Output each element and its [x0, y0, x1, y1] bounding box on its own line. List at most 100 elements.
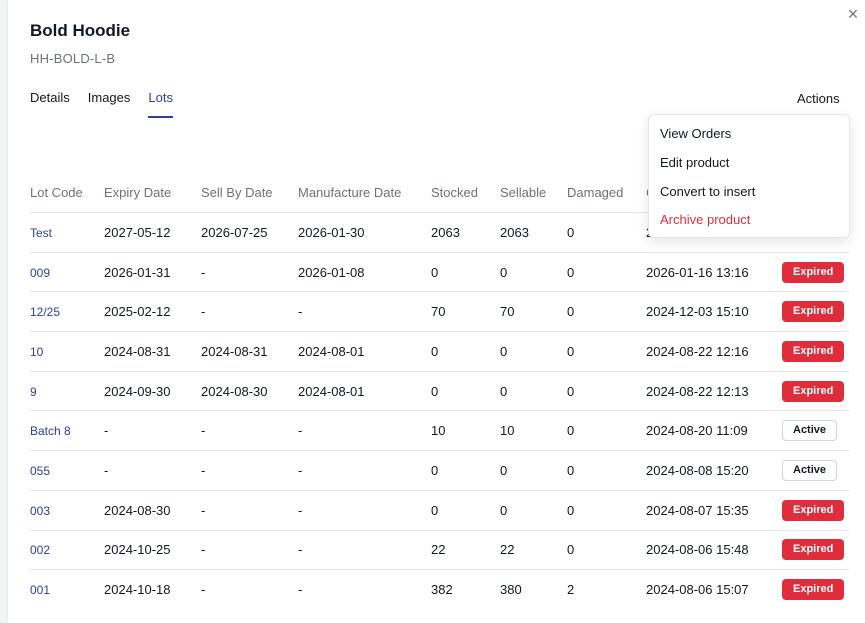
menu-item-view-orders[interactable]: View Orders — [660, 126, 732, 141]
status-badge: Expired — [782, 301, 845, 323]
stocked-cell: 0 — [431, 252, 500, 293]
menu-item-archive-product[interactable]: Archive product — [660, 212, 751, 227]
lot-code-cell: 003 — [30, 490, 104, 531]
lot-code-link[interactable]: 002 — [30, 543, 51, 558]
sell-by-date-cell: 2024-08-31 — [201, 343, 268, 359]
created-cell: 2024-12-03 15:10 — [646, 291, 782, 333]
status-badge: Active — [782, 459, 838, 481]
product-sku: HH-BOLD-L-B — [30, 51, 116, 66]
lot-code-link[interactable]: Test — [30, 225, 53, 240]
sellable-cell: 22 — [500, 530, 567, 571]
lot-code-cell: 009 — [30, 252, 104, 293]
actions-menu: View Orders Edit product Convert to inse… — [648, 114, 850, 238]
col-header-stocked[interactable]: Stocked — [431, 173, 500, 213]
col-header-sellable[interactable]: Sellable — [500, 173, 567, 213]
expiry-date-cell: 2027-05-12 — [104, 212, 201, 253]
sell-by-date-cell: - — [201, 530, 298, 571]
expiry-date-cell: 2024-08-30 — [104, 490, 201, 531]
lot-code-cell: 12/25 — [30, 291, 104, 333]
damaged-cell: 0 — [567, 530, 646, 571]
manufacture-date-cell: - — [298, 530, 431, 571]
expiry-date-cell: 2026-01-31 — [104, 264, 171, 280]
close-icon[interactable]: × — [847, 4, 859, 24]
lot-code-link[interactable]: 9 — [30, 384, 37, 399]
manufacture-date-cell: 2024-08-01 — [298, 331, 431, 372]
stocked-cell: 22 — [431, 542, 446, 558]
sell-by-date-cell: - — [201, 462, 206, 478]
lot-code-link[interactable]: 003 — [30, 503, 51, 518]
sell-by-date-cell: 2026-07-25 — [201, 212, 298, 253]
lot-code-link[interactable]: 009 — [30, 265, 51, 280]
sell-by-date-cell: - — [201, 570, 298, 609]
status-badge: Expired — [782, 579, 845, 601]
created-cell: 2024-08-20 11:09 — [646, 410, 782, 452]
expiry-date-cell: 2024-10-18 — [104, 582, 171, 598]
sellable-cell: 0 — [500, 264, 508, 280]
lot-code-link[interactable]: Batch 8 — [30, 424, 71, 439]
sellable-cell: 2063 — [500, 224, 529, 240]
damaged-cell: 0 — [567, 224, 575, 240]
lot-code-cell: 002 — [30, 530, 104, 571]
expiry-date-cell: 2024-09-30 — [104, 383, 171, 399]
col-header-sell-by-date[interactable]: Sell By Date — [201, 173, 298, 213]
expiry-date-cell: - — [104, 450, 201, 491]
table-body: Test 2027-05-12 2026-07-25 2026-01-30 2063 20… — [30, 212, 849, 609]
col-header-damaged[interactable]: Damaged — [567, 173, 646, 213]
sellable-cell: 70 — [500, 291, 567, 333]
created-cell: 2024-08-06 15:07 — [646, 570, 782, 609]
status-cell: Expired — [782, 530, 849, 571]
lot-code-link[interactable]: 10 — [30, 344, 44, 359]
damaged-cell: 2 — [567, 570, 646, 609]
sell-by-date-cell: - — [201, 410, 298, 452]
stocked-cell: 22 — [431, 530, 500, 571]
product-drawer: × Bold Hoodie HH-BOLD-L-B Details Images… — [8, 0, 865, 623]
table-row: 002 2024-10-25 - - 22 22 0 2024-08-06 15:48 Expi… — [30, 530, 849, 571]
created-cell: 2024-08-22 12:16 — [646, 331, 782, 372]
manufacture-date-cell: - — [298, 582, 303, 598]
sellable-cell: 10 — [500, 423, 515, 439]
manufacture-date-cell: 2026-01-30 — [298, 212, 431, 253]
expiry-date-cell: 2024-08-31 — [104, 343, 171, 359]
manufacture-date-cell: - — [298, 450, 431, 491]
created-cell: 2026-01-16 13:16 — [646, 264, 749, 280]
table-row: Batch 8 - - - 10 10 0 2024-08-20 11:09 Active — [30, 410, 849, 452]
created-cell: 2024-08-08 15:20 — [646, 462, 749, 478]
menu-item-convert-to-insert[interactable]: Convert to insert — [660, 184, 756, 199]
stocked-cell: 70 — [431, 291, 500, 333]
lot-code-link[interactable]: 12/25 — [30, 305, 61, 320]
tab-images[interactable]: Images — [87, 90, 131, 105]
lot-code-link[interactable]: 001 — [30, 583, 51, 598]
stocked-cell: 70 — [431, 304, 446, 320]
stocked-cell: 0 — [431, 371, 500, 412]
col-header-manufacture-date[interactable]: Manufacture Date — [298, 173, 431, 213]
sellable-cell: 0 — [500, 462, 508, 478]
created-cell: 2024-08-07 15:35 — [646, 502, 749, 518]
manufacture-date-cell: - — [298, 304, 303, 320]
tab-details[interactable]: Details — [30, 90, 70, 105]
actions-button[interactable]: Actions — [797, 91, 840, 106]
sell-by-date-cell: 2024-08-30 — [201, 383, 268, 399]
status-cell: Expired — [782, 291, 849, 333]
stocked-cell: 0 — [431, 490, 500, 531]
col-header-expiry-date[interactable]: Expiry Date — [104, 173, 201, 213]
sellable-cell: 0 — [500, 371, 567, 412]
tab-lots[interactable]: Lots — [148, 90, 173, 118]
expiry-date-cell: 2024-10-25 — [104, 542, 171, 558]
stocked-cell: 2063 — [431, 224, 460, 240]
status-badge: Expired — [782, 261, 845, 283]
stocked-cell: 0 — [431, 383, 439, 399]
damaged-cell: 0 — [567, 252, 646, 293]
manufacture-date-cell: 2026-01-08 — [298, 264, 365, 280]
lot-code-link[interactable]: 055 — [30, 463, 51, 478]
menu-item-edit-product[interactable]: Edit product — [660, 155, 730, 170]
damaged-cell: 0 — [567, 462, 575, 478]
created-cell: 2024-08-07 15:35 — [646, 490, 782, 531]
manufacture-date-cell: - — [298, 462, 303, 478]
stocked-cell: 2063 — [431, 212, 500, 253]
manufacture-date-cell: 2024-08-01 — [298, 371, 431, 412]
col-header-lot-code[interactable]: Lot Code — [30, 173, 104, 213]
status-cell: Active — [782, 410, 849, 452]
manufacture-date-cell: 2026-01-08 — [298, 252, 431, 293]
damaged-cell: 0 — [567, 383, 575, 399]
lot-code-cell: Batch 8 — [30, 410, 104, 452]
